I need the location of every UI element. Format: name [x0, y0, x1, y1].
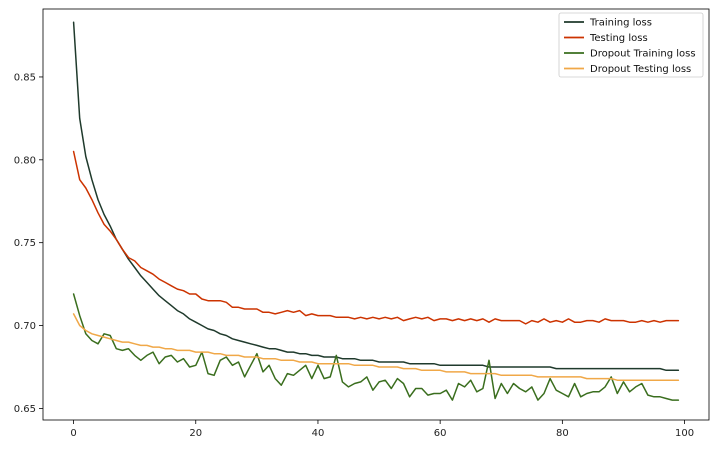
series-line-training-loss — [72, 21, 680, 372]
x-tick-label: 80 — [556, 428, 569, 439]
y-tick-label: 0.65 — [14, 404, 36, 415]
legend-label: Testing loss — [589, 33, 648, 44]
x-tick-label: 100 — [675, 428, 694, 439]
x-tick-label: 0 — [70, 428, 76, 439]
x-tick-label: 20 — [189, 428, 202, 439]
legend-label: Dropout Training loss — [590, 49, 696, 60]
axes: 0 20 40 60 80 100 0.65 0.70 0.75 0.80 0.85 — [14, 72, 694, 439]
series-line-dropout-training-loss — [72, 293, 680, 401]
x-tick-label: 60 — [434, 428, 447, 439]
y-tick-label: 0.75 — [14, 238, 36, 249]
legend-box — [558, 12, 704, 78]
y-tick-label: 0.85 — [14, 72, 36, 83]
x-tick-label: 40 — [312, 428, 325, 439]
series-line-dropout-testing-loss — [72, 313, 680, 381]
legend-label: Training loss — [589, 18, 652, 29]
series-lines — [72, 21, 680, 401]
y-tick-label: 0.70 — [14, 321, 36, 332]
legend: Training loss Testing loss Dropout Trainin… — [558, 12, 704, 78]
y-tick-label: 0.80 — [14, 155, 36, 166]
series-line-testing-loss — [72, 150, 680, 325]
plot-area — [42, 8, 710, 421]
legend-label: Dropout Testing loss — [590, 64, 691, 75]
